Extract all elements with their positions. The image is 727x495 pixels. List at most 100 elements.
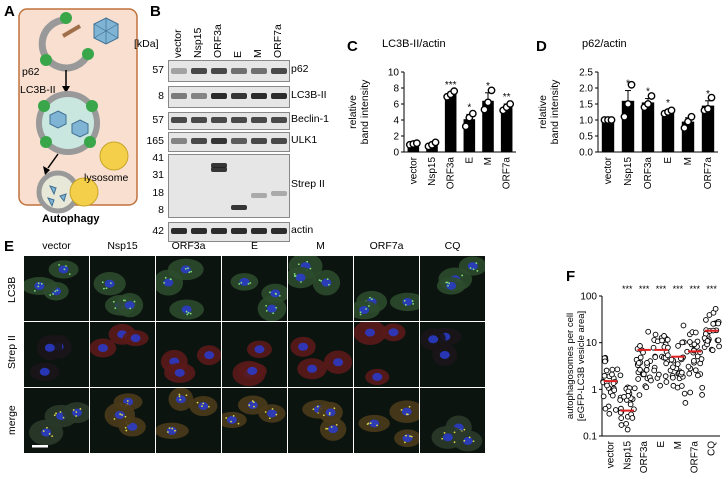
vesicle <box>126 400 129 402</box>
data-point <box>609 366 616 373</box>
kda-marker: 57 <box>152 114 164 126</box>
vesicle <box>185 394 188 397</box>
vesicle <box>125 429 128 432</box>
y-tick-label: 1.0 <box>579 116 593 127</box>
band <box>211 68 227 74</box>
data-point <box>461 122 470 131</box>
blot-name: actin <box>291 224 314 236</box>
vesicle <box>75 411 78 413</box>
vesicle <box>294 274 297 277</box>
nucleus <box>44 343 55 352</box>
bar <box>482 100 494 152</box>
x-tick-label: E <box>663 157 674 164</box>
vesicle <box>72 409 75 411</box>
vesicle <box>133 300 136 303</box>
significance-mark: *** <box>445 80 457 91</box>
vesicle <box>318 279 321 282</box>
band <box>251 68 267 74</box>
data-point <box>687 389 694 396</box>
autophagosome <box>36 91 100 155</box>
micrograph-row-label: LC3B <box>6 276 18 303</box>
data-point <box>680 322 687 329</box>
band <box>231 138 247 144</box>
vesicle <box>232 415 235 417</box>
vesicle <box>468 436 471 439</box>
vesicle <box>366 423 369 425</box>
data-point <box>664 336 671 343</box>
vesicle <box>68 273 71 276</box>
data-point <box>691 341 698 348</box>
data-point <box>699 392 705 398</box>
micrograph-cells <box>290 336 353 380</box>
autophagy-diagram <box>18 8 138 214</box>
data-point <box>603 367 610 374</box>
y-axis-label-line: relative <box>537 95 549 129</box>
vesicle <box>359 313 362 316</box>
vesicle <box>101 281 104 284</box>
lane-label: Nsp15 <box>192 27 204 58</box>
vesicle <box>446 281 449 284</box>
vesicle <box>196 401 199 404</box>
kda-marker: 42 <box>152 225 164 237</box>
data-point <box>716 343 722 350</box>
nucleus <box>127 422 138 431</box>
bar <box>444 94 457 152</box>
micrograph-cells <box>354 290 419 320</box>
lane-label: vector <box>172 29 184 58</box>
band <box>231 93 247 99</box>
y-tick-label: 4 <box>393 116 399 127</box>
micrograph-cells <box>302 400 347 441</box>
blot-lc3b-ii <box>168 86 290 108</box>
vesicle <box>476 270 479 272</box>
data-point <box>656 371 662 378</box>
micrograph-tile <box>90 388 155 453</box>
kda-marker: 165 <box>146 135 164 147</box>
vesicle <box>169 278 172 281</box>
vesicle <box>187 311 190 314</box>
vesicle <box>185 310 188 313</box>
vesicle <box>448 282 451 285</box>
significance-mark: *** <box>706 284 717 294</box>
nucleus <box>402 297 413 306</box>
vesicle <box>316 405 319 408</box>
blot-name: p62 <box>291 63 309 75</box>
chart-c-title: LC3B-II/actin <box>382 38 446 50</box>
data-point <box>624 100 632 108</box>
bar <box>463 119 476 152</box>
x-tick-label: vector <box>408 156 419 184</box>
vesicle <box>249 282 252 284</box>
x-tick-label: vector <box>605 440 616 468</box>
micrograph-column-label: ORF3a <box>171 240 206 252</box>
data-point <box>618 415 625 421</box>
micrograph-cells <box>156 258 204 320</box>
significance-mark: * <box>666 98 670 109</box>
y-tick-label: 2.5 <box>579 68 593 79</box>
data-point <box>620 112 629 121</box>
band <box>171 138 187 144</box>
vesicle <box>274 292 277 295</box>
vesicle <box>320 280 322 282</box>
vesicle <box>225 417 228 419</box>
band <box>191 228 207 234</box>
data-point <box>686 370 693 377</box>
data-point <box>675 343 681 349</box>
band <box>211 138 227 144</box>
chart-autophagosomes: 0.1 1 10 100 autophagosomes per cell[eGFP-LC… <box>566 284 722 473</box>
band <box>271 138 287 144</box>
data-point <box>679 383 685 389</box>
data-point <box>604 382 610 389</box>
data-point <box>709 347 716 354</box>
micrograph-row-label: merge <box>6 404 18 435</box>
vesicle <box>297 263 300 266</box>
x-tick-label: ORF3a <box>643 157 654 190</box>
vesicle <box>330 426 333 428</box>
micrograph-cells <box>160 345 221 383</box>
vesicle <box>469 267 472 270</box>
micrograph-cells <box>431 415 483 452</box>
blot-name: Beclin-1 <box>291 113 329 125</box>
band <box>211 93 227 99</box>
vesicle <box>405 434 407 437</box>
data-point <box>644 100 652 108</box>
vesicle <box>472 268 475 271</box>
micrograph-cells <box>104 393 146 437</box>
